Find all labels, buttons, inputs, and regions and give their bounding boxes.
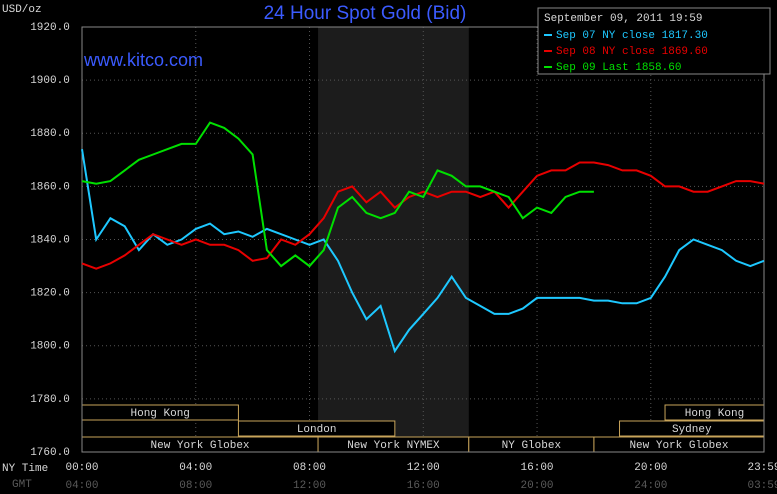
x2-tick-label: 16:00	[407, 480, 440, 492]
x-tick-label: 23:59	[747, 462, 777, 474]
y-tick-label: 1860.0	[30, 181, 70, 193]
session-label: New York Globex	[151, 440, 250, 452]
series-line	[81, 149, 765, 354]
session-label: Sydney	[672, 424, 712, 436]
y-axis-label: USD/oz	[2, 4, 42, 16]
x-tick-label: 08:00	[293, 462, 326, 474]
legend-entry: Sep 09 Last 1858.60	[556, 62, 681, 74]
x-axis-label: NY Time	[2, 463, 48, 475]
session-box	[237, 420, 396, 437]
legend-title: September 09, 2011 19:59	[544, 13, 702, 25]
x-tick-label: 00:00	[65, 462, 98, 474]
chart-title: 24 Hour Spot Gold (Bid)	[264, 3, 467, 24]
series-line	[81, 121, 594, 268]
x2-tick-label: 08:00	[179, 480, 212, 492]
session-label: New York NYMEX	[347, 440, 440, 452]
y-tick-label: 1920.0	[30, 22, 70, 34]
y-tick-label: 1880.0	[30, 128, 70, 140]
shaded-band	[318, 27, 469, 452]
x2-tick-label: 03:59	[747, 480, 777, 492]
session-label: NY Globex	[502, 440, 562, 452]
y-tick-label: 1800.0	[30, 341, 70, 353]
y-tick-label: 1780.0	[30, 394, 70, 406]
y-tick-label: 1760.0	[30, 447, 70, 459]
session-label: New York Globex	[629, 440, 728, 452]
x2-axis-label: GMT	[12, 479, 32, 491]
x2-tick-label: 04:00	[65, 480, 98, 492]
session-label: Hong Kong	[685, 408, 744, 420]
x2-tick-label: 12:00	[293, 480, 326, 492]
legend: September 09, 2011 19:59 Sep 07 NY close …	[537, 7, 771, 75]
y-tick-label: 1820.0	[30, 288, 70, 300]
legend-box	[537, 7, 771, 75]
x-tick-label: 16:00	[521, 462, 554, 474]
x-tick-label: 20:00	[634, 462, 667, 474]
x2-tick-label: 20:00	[521, 480, 554, 492]
session-label: London	[297, 424, 337, 436]
plot-border	[81, 26, 765, 453]
x-tick-label: 04:00	[179, 462, 212, 474]
legend-entry: Sep 08 NY close 1869.60	[556, 46, 708, 58]
subtitle: www.kitco.com	[83, 50, 203, 70]
y-tick-label: 1900.0	[30, 75, 70, 87]
legend-entry: Sep 07 NY close 1817.30	[556, 30, 708, 42]
series-line	[81, 161, 765, 270]
y-tick-label: 1840.0	[30, 234, 70, 246]
x2-tick-label: 24:00	[634, 480, 667, 492]
session-label: Hong Kong	[131, 408, 190, 420]
x-tick-label: 12:00	[407, 462, 440, 474]
